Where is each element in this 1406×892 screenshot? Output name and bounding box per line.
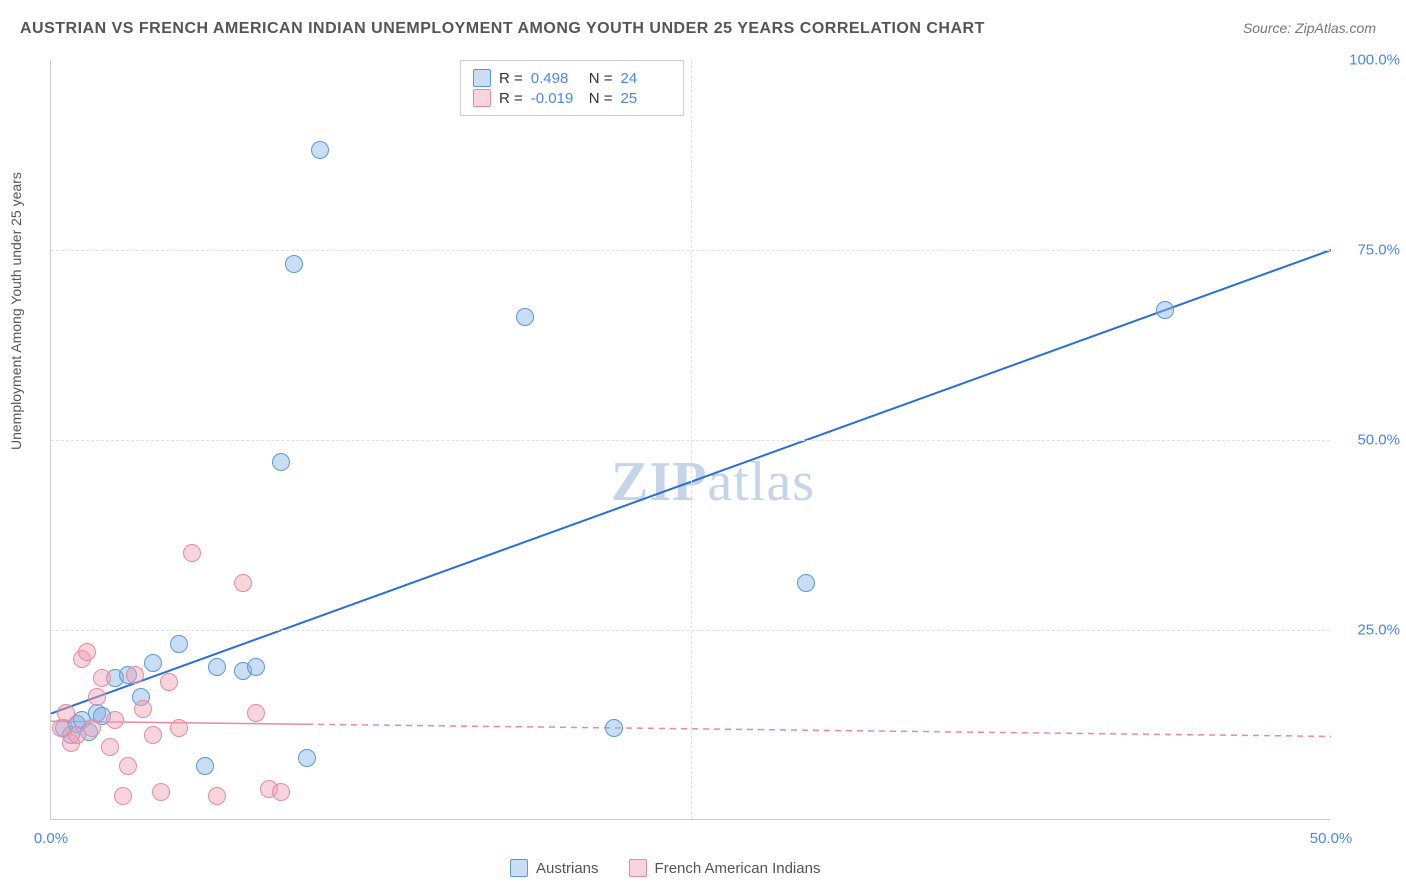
scatter-point <box>1156 301 1174 319</box>
legend-swatch-blue <box>510 859 528 877</box>
scatter-point <box>170 719 188 737</box>
y-axis-label: Unemployment Among Youth under 25 years <box>8 172 24 450</box>
x-tick-label: 50.0% <box>1310 830 1353 847</box>
n-label: N = <box>589 90 613 107</box>
legend-series: Austrians French American Indians <box>510 859 820 877</box>
n-value: 25 <box>621 90 671 107</box>
legend-swatch-blue <box>473 69 491 87</box>
scatter-point <box>311 141 329 159</box>
r-label: R = <box>499 90 523 107</box>
scatter-point <box>247 658 265 676</box>
scatter-point <box>285 255 303 273</box>
scatter-point <box>144 726 162 744</box>
legend-item-austrians: Austrians <box>510 859 599 877</box>
r-label: R = <box>499 70 523 87</box>
scatter-point <box>78 643 96 661</box>
scatter-point <box>247 704 265 722</box>
scatter-point <box>797 574 815 592</box>
n-label: N = <box>589 70 613 87</box>
scatter-point <box>106 711 124 729</box>
y-tick-label: 25.0% <box>1357 622 1400 639</box>
scatter-point <box>516 308 534 326</box>
n-value: 24 <box>621 70 671 87</box>
legend-row-2: R = -0.019 N = 25 <box>473 89 671 107</box>
scatter-point <box>208 658 226 676</box>
scatter-point <box>83 719 101 737</box>
scatter-point <box>134 700 152 718</box>
watermark: ZIPatlas <box>611 450 815 514</box>
scatter-point <box>144 654 162 672</box>
scatter-point <box>196 757 214 775</box>
r-value: 0.498 <box>531 70 581 87</box>
scatter-point <box>152 783 170 801</box>
legend-correlation: R = 0.498 N = 24 R = -0.019 N = 25 <box>460 60 684 116</box>
scatter-point <box>88 688 106 706</box>
legend-item-french: French American Indians <box>629 859 821 877</box>
scatter-point <box>234 574 252 592</box>
scatter-point <box>101 738 119 756</box>
legend-swatch-pink <box>629 859 647 877</box>
legend-row-1: R = 0.498 N = 24 <box>473 69 671 87</box>
scatter-point <box>160 673 178 691</box>
gridline-vertical <box>691 60 692 819</box>
x-tick-label: 0.0% <box>34 830 68 847</box>
scatter-point <box>272 453 290 471</box>
scatter-point <box>272 783 290 801</box>
legend-swatch-pink <box>473 89 491 107</box>
plot-area: ZIPatlas 25.0%50.0%75.0%100.0%0.0%50.0% <box>50 60 1330 820</box>
y-tick-label: 100.0% <box>1349 52 1400 69</box>
watermark-rest: atlas <box>707 451 815 513</box>
scatter-point <box>183 544 201 562</box>
y-tick-label: 50.0% <box>1357 432 1400 449</box>
watermark-bold: ZIP <box>611 451 707 513</box>
source-label: Source: ZipAtlas.com <box>1243 20 1376 36</box>
legend-label: Austrians <box>536 860 599 877</box>
scatter-point <box>605 719 623 737</box>
r-value: -0.019 <box>531 90 581 107</box>
scatter-point <box>93 669 111 687</box>
scatter-point <box>208 787 226 805</box>
scatter-point <box>114 787 132 805</box>
scatter-point <box>57 704 75 722</box>
scatter-point <box>298 749 316 767</box>
scatter-point <box>119 757 137 775</box>
legend-label: French American Indians <box>655 860 821 877</box>
chart-container: AUSTRIAN VS FRENCH AMERICAN INDIAN UNEMP… <box>0 0 1406 892</box>
chart-title: AUSTRIAN VS FRENCH AMERICAN INDIAN UNEMP… <box>20 20 985 38</box>
scatter-point <box>126 666 144 684</box>
y-tick-label: 75.0% <box>1357 242 1400 259</box>
scatter-point <box>170 635 188 653</box>
